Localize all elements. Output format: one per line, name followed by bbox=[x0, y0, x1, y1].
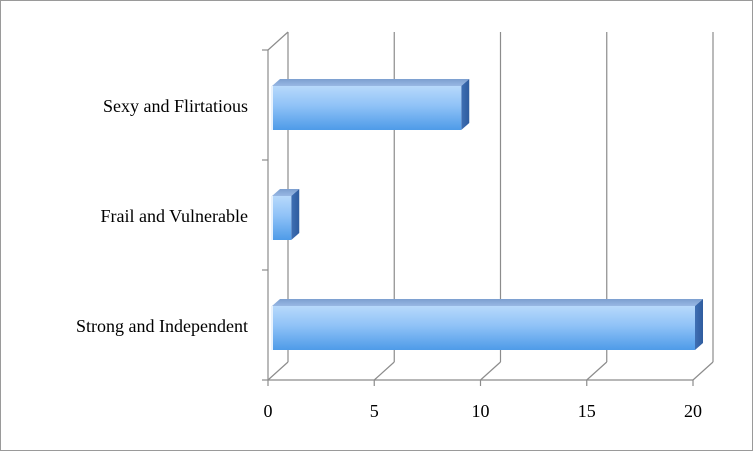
bar-top-0 bbox=[272, 299, 703, 306]
labels: 0 5 10 15 20 Strong and Independent Frail and … bbox=[76, 96, 702, 421]
floor-line-20 bbox=[692, 361, 714, 381]
bar-end-1 bbox=[291, 189, 300, 240]
floor-line-10 bbox=[480, 361, 501, 381]
floor-line-0 bbox=[267, 361, 289, 381]
floor-line-5 bbox=[373, 361, 395, 381]
bar-end-2 bbox=[461, 79, 470, 130]
bar bbox=[272, 196, 292, 240]
axes bbox=[262, 31, 694, 386]
category-label: Strong and Independent bbox=[76, 316, 248, 336]
bar-top-2 bbox=[272, 79, 470, 86]
bars bbox=[271, 79, 703, 350]
bar-end-0 bbox=[695, 299, 703, 350]
category-label: Sexy and Flirtatious bbox=[103, 96, 248, 116]
floor-line-15 bbox=[586, 361, 608, 381]
x-tick-label: 20 bbox=[684, 401, 702, 421]
x-tick-label: 0 bbox=[264, 401, 273, 421]
x-tick-label: 15 bbox=[578, 401, 596, 421]
bar-top-1 bbox=[272, 189, 300, 196]
x-tick-label: 10 bbox=[472, 401, 490, 421]
bar bbox=[272, 306, 695, 350]
category-label: Frail and Vulnerable bbox=[100, 206, 248, 226]
y-axis-top-edge bbox=[267, 31, 289, 51]
bar bbox=[272, 86, 462, 130]
x-tick-label: 5 bbox=[370, 401, 379, 421]
